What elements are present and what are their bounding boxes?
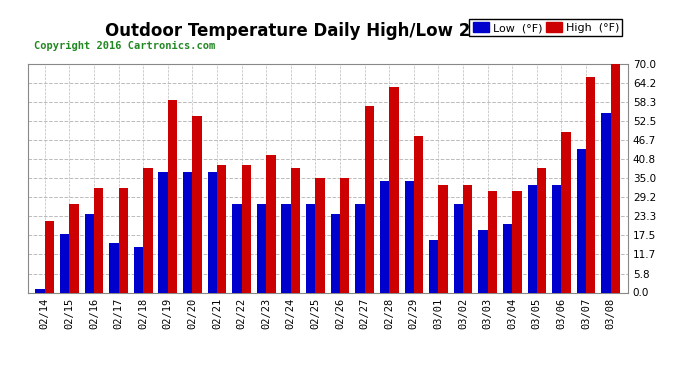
Bar xyxy=(611,64,620,292)
Bar xyxy=(380,182,389,292)
Bar xyxy=(35,289,45,292)
Bar xyxy=(552,184,562,292)
Bar xyxy=(291,168,300,292)
Bar xyxy=(208,172,217,292)
Bar xyxy=(144,168,152,292)
Bar xyxy=(454,204,463,292)
Bar xyxy=(134,247,144,292)
Bar xyxy=(586,77,595,292)
Bar xyxy=(355,204,364,292)
Bar xyxy=(94,188,104,292)
Bar xyxy=(429,240,438,292)
Bar xyxy=(282,204,291,292)
Bar xyxy=(168,100,177,292)
Bar xyxy=(193,116,201,292)
Bar xyxy=(503,224,512,292)
Bar xyxy=(478,230,488,292)
Bar xyxy=(340,178,349,292)
Bar xyxy=(315,178,325,292)
Bar xyxy=(45,220,55,292)
Bar xyxy=(404,182,414,292)
Bar xyxy=(562,132,571,292)
Legend: Low  (°F), High  (°F): Low (°F), High (°F) xyxy=(469,19,622,36)
Bar xyxy=(85,214,94,292)
Bar xyxy=(537,168,546,292)
Bar xyxy=(159,172,168,292)
Bar xyxy=(306,204,315,292)
Bar xyxy=(463,184,473,292)
Bar xyxy=(528,184,537,292)
Bar xyxy=(438,184,448,292)
Bar xyxy=(364,106,374,292)
Text: Copyright 2016 Cartronics.com: Copyright 2016 Cartronics.com xyxy=(34,41,215,51)
Bar xyxy=(217,165,226,292)
Bar xyxy=(512,191,522,292)
Bar xyxy=(601,113,611,292)
Bar xyxy=(70,204,79,292)
Bar xyxy=(109,243,119,292)
Bar xyxy=(331,214,340,292)
Bar xyxy=(183,172,193,292)
Title: Outdoor Temperature Daily High/Low 20160309: Outdoor Temperature Daily High/Low 20160… xyxy=(105,22,551,40)
Bar xyxy=(241,165,251,292)
Bar xyxy=(266,155,275,292)
Bar xyxy=(233,204,241,292)
Bar xyxy=(577,149,586,292)
Bar xyxy=(488,191,497,292)
Bar xyxy=(119,188,128,292)
Bar xyxy=(389,87,399,292)
Bar xyxy=(60,234,70,292)
Bar xyxy=(257,204,266,292)
Bar xyxy=(414,136,423,292)
